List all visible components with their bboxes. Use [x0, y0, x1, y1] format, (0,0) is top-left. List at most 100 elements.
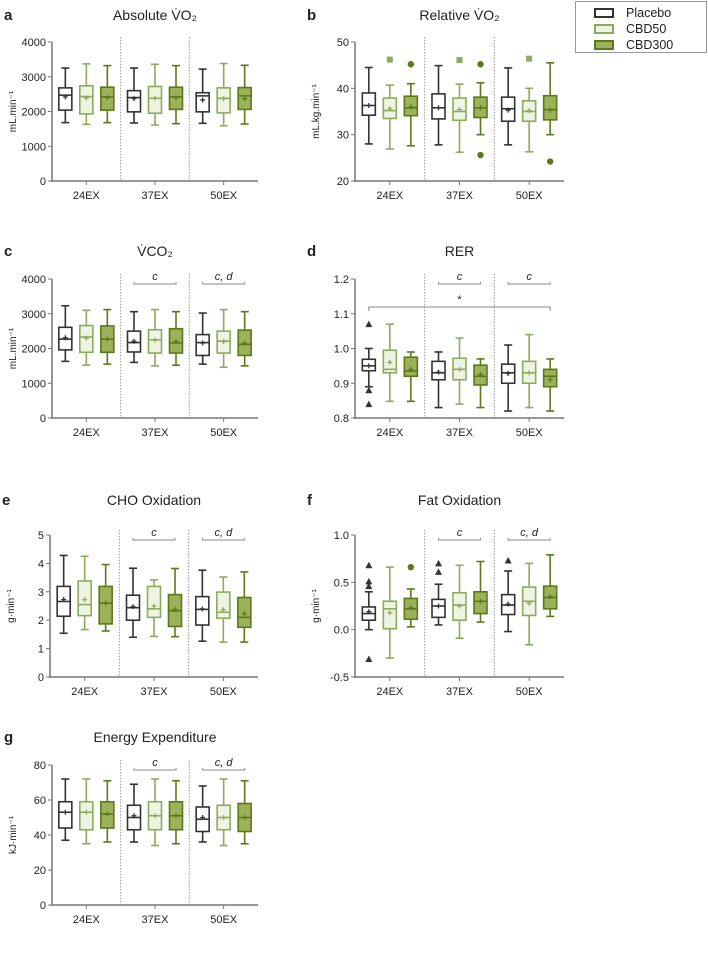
significance-label: c	[151, 527, 157, 539]
x-tick-label: 50EX	[210, 686, 238, 698]
y-axis-label: g·min⁻¹	[6, 589, 17, 623]
x-tick-label: 24EX	[376, 686, 404, 698]
box-placebo	[126, 67, 142, 124]
x-tick-label: 37EX	[142, 914, 170, 926]
y-tick-label: 4000	[22, 37, 46, 49]
mean-marker	[366, 102, 372, 108]
y-tick-label: 0	[40, 176, 46, 188]
mean-marker	[366, 363, 372, 369]
x-tick-label: 24EX	[73, 427, 101, 439]
x-tick-label: 24EX	[376, 190, 404, 202]
y-tick-label: 4	[38, 558, 44, 570]
significance-bracket	[438, 282, 481, 285]
box-cbd300	[473, 560, 488, 623]
significance-label: c	[526, 271, 532, 283]
box-cbd50	[79, 63, 94, 126]
y-tick-label: 80	[34, 760, 46, 772]
mean-marker	[526, 370, 532, 376]
y-tick-label: 2000	[22, 107, 46, 119]
box-placebo	[361, 320, 377, 408]
box-cbd300	[167, 567, 183, 638]
mean-marker	[61, 596, 67, 602]
panel-f: f Fat Oxidation g·min⁻¹ -0.5 0.0 0.5 1.0 24EX 37…	[307, 492, 564, 698]
box-cbd300	[168, 779, 184, 845]
mean-marker	[152, 95, 158, 101]
box-placebo	[195, 68, 210, 125]
outlier-triangle	[365, 320, 373, 328]
mean-marker	[436, 105, 441, 111]
panel-a: a Absolute V̇O₂ mL.min⁻¹ 0 1000 2000 3000 4000 2…	[4, 7, 258, 202]
x-tick-label: 37EX	[142, 427, 170, 439]
box-cbd50	[521, 55, 537, 153]
box-cbd300	[473, 358, 488, 409]
mean-marker	[436, 369, 441, 375]
box-placebo	[500, 344, 516, 412]
box-placebo	[431, 559, 446, 626]
significance-star: *	[457, 294, 462, 306]
y-tick-label: 0.8	[334, 413, 349, 425]
box-cbd50	[382, 566, 398, 659]
panel-title: V̇CO₂	[137, 243, 173, 259]
significance-bracket	[438, 538, 481, 541]
significance-bracket	[507, 282, 551, 285]
outlier-circle	[407, 61, 415, 68]
y-tick-label: 50	[337, 37, 349, 49]
outlier-triangle	[365, 561, 373, 569]
y-tick-label: 30	[337, 130, 349, 142]
mean-marker	[221, 815, 227, 820]
y-tick-label: 5	[38, 530, 44, 542]
significance-bracket	[133, 282, 177, 285]
box-cbd300	[542, 554, 558, 618]
mean-marker	[387, 610, 393, 616]
significance-label: c, d	[520, 527, 539, 539]
mean-marker	[103, 600, 109, 606]
outlier-triangle	[365, 577, 373, 585]
panel-letter: e	[2, 492, 10, 509]
mean-marker	[478, 598, 483, 604]
y-axis-label: g·min⁻¹	[311, 589, 322, 623]
significance-bracket	[202, 768, 246, 771]
y-tick-label: 1.2	[334, 274, 349, 286]
mean-marker	[408, 366, 414, 372]
panel-title: Relative V̇O₂	[419, 7, 499, 23]
significance-label: c	[152, 271, 158, 283]
outlier-circle	[407, 563, 415, 571]
mean-marker	[173, 95, 179, 101]
box-placebo	[56, 554, 71, 635]
mean-marker	[62, 335, 68, 341]
significance-bracket	[133, 768, 177, 771]
significance-label: c, d	[214, 527, 233, 539]
mean-marker	[199, 606, 205, 612]
box-placebo	[361, 561, 377, 663]
box-cbd50	[452, 564, 467, 639]
box-cbd300	[403, 351, 419, 403]
mean-marker	[242, 340, 248, 346]
mean-marker	[131, 813, 137, 819]
x-tick-label: 37EX	[446, 686, 474, 698]
y-tick-label: 1	[38, 644, 44, 656]
box	[58, 800, 73, 829]
mean-marker	[547, 377, 553, 383]
box-placebo	[125, 567, 141, 639]
box-cbd300	[237, 779, 252, 845]
box-cbd300	[100, 308, 115, 365]
mean-marker	[547, 107, 553, 113]
significance-label: c	[152, 757, 158, 769]
significance-label: c	[457, 271, 463, 283]
y-tick-label: 3	[38, 587, 44, 599]
panel-title: Fat Oxidation	[418, 492, 501, 508]
mean-marker	[408, 104, 414, 110]
box-cbd300	[542, 358, 558, 412]
x-tick-label: 24EX	[71, 686, 99, 698]
outlier-triangle	[435, 559, 442, 567]
panel-title: RER	[445, 243, 475, 259]
mean-marker	[130, 604, 136, 610]
box-cbd300	[473, 61, 488, 159]
y-tick-label: 4000	[22, 274, 46, 286]
box-cbd50	[147, 308, 163, 367]
mean-marker	[387, 359, 393, 365]
mean-marker	[457, 603, 462, 609]
y-tick-label: 0	[40, 413, 46, 425]
mean-marker	[457, 366, 462, 372]
legend-swatch-cbd50	[594, 23, 614, 34]
